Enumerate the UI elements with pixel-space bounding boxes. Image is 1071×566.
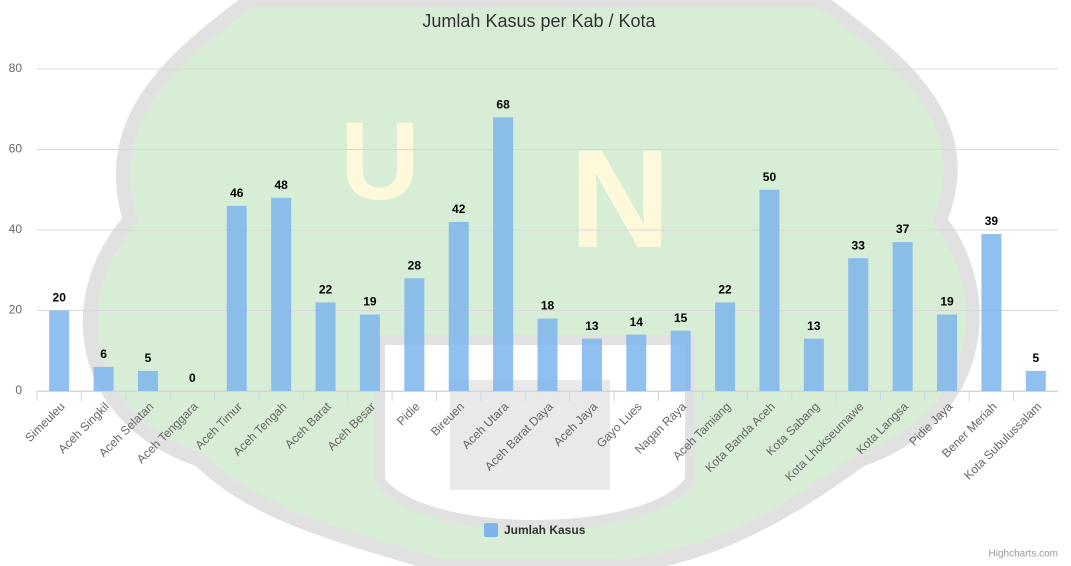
x-tick-label: Kota Subulussalam [961, 399, 1044, 482]
data-label: 0 [189, 371, 196, 385]
data-label: 5 [145, 351, 152, 365]
data-label: 42 [452, 202, 466, 216]
bar [981, 234, 1001, 391]
data-label: 37 [896, 222, 910, 236]
y-tick-label: 80 [9, 61, 23, 75]
bar [316, 302, 336, 391]
x-tick-label: Simeuleu [22, 399, 67, 444]
bar [404, 278, 424, 391]
data-label: 5 [1032, 351, 1039, 365]
bar [227, 206, 247, 391]
bar [360, 315, 380, 391]
data-label: 6 [100, 347, 107, 361]
bar [626, 335, 646, 391]
data-label: 13 [807, 319, 821, 333]
bar [715, 302, 735, 391]
y-tick-label: 20 [9, 303, 23, 317]
data-label: 28 [408, 258, 422, 272]
data-label: 22 [718, 283, 732, 297]
svg-text:N: N [569, 120, 670, 277]
bar [49, 311, 69, 392]
data-label: 13 [585, 319, 599, 333]
bar [582, 339, 602, 391]
data-label: 33 [852, 238, 866, 252]
y-tick-label: 60 [9, 142, 23, 156]
bar [493, 117, 513, 391]
data-label: 50 [763, 170, 777, 184]
bar [804, 339, 824, 391]
data-label: 20 [53, 291, 67, 305]
data-label: 46 [230, 186, 244, 200]
data-label: 19 [940, 295, 954, 309]
background-watermark: U N [90, 0, 973, 566]
bar [449, 222, 469, 391]
y-tick-label: 0 [15, 383, 22, 397]
bar [893, 242, 913, 391]
data-label: 68 [496, 97, 510, 111]
data-label: 39 [985, 214, 999, 228]
bar [937, 315, 957, 391]
legend-label[interactable]: Jumlah Kasus [504, 523, 586, 537]
y-tick-label: 40 [9, 222, 23, 236]
data-label: 18 [541, 299, 555, 313]
bar [759, 190, 779, 391]
svg-text:U: U [340, 100, 419, 223]
bar [94, 367, 114, 391]
data-label: 22 [319, 283, 333, 297]
credits[interactable]: Highcharts.com [989, 549, 1058, 560]
data-label: 15 [674, 311, 688, 325]
bar [271, 198, 291, 391]
bar [538, 319, 558, 391]
data-label: 48 [274, 178, 288, 192]
data-label: 14 [630, 315, 644, 329]
bar [1026, 371, 1046, 391]
legend-symbol[interactable] [484, 523, 498, 537]
chart-title: Jumlah Kasus per Kab / Kota [422, 11, 656, 31]
data-label: 19 [363, 295, 377, 309]
chart: U N Jumlah Kasus per Kab / Kota 02040608… [0, 0, 1071, 566]
bar [848, 258, 868, 391]
bar [138, 371, 158, 391]
bar [671, 331, 691, 391]
